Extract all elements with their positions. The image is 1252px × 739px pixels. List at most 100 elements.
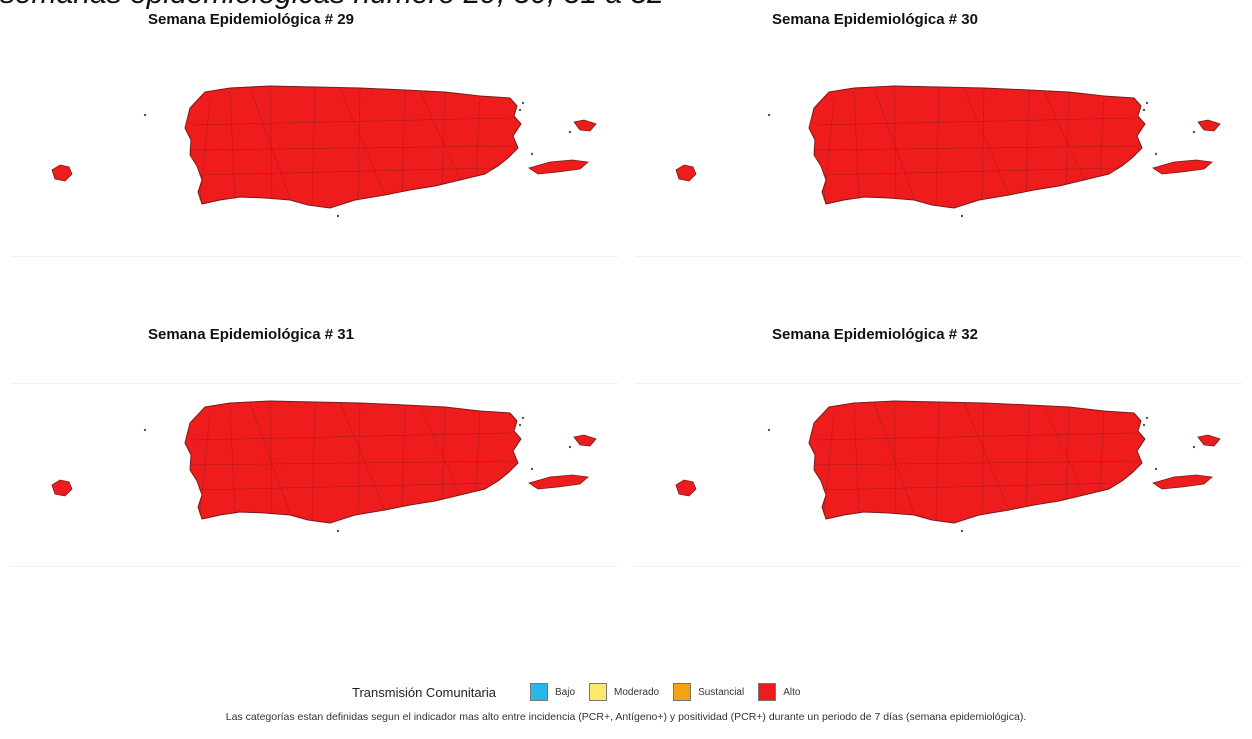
legend-swatch <box>673 683 692 701</box>
islet <box>1192 445 1196 449</box>
legend-item-sustancial: Sustancial <box>673 683 744 701</box>
islet <box>568 130 572 134</box>
legend-swatch <box>758 683 777 701</box>
municipality-border <box>191 432 511 441</box>
municipality-border <box>357 88 361 202</box>
islet <box>530 152 534 156</box>
legend-label: Bajo <box>555 686 576 698</box>
culebra-island <box>573 434 597 447</box>
municipality-border <box>229 404 236 516</box>
municipality-border <box>853 89 860 201</box>
islet <box>518 108 522 112</box>
islet <box>960 214 964 218</box>
culebra-island <box>1197 119 1221 132</box>
vieques-island <box>528 474 589 490</box>
legend-item-bajo: Bajo <box>530 683 575 701</box>
islet <box>1154 152 1158 156</box>
mona-island <box>51 479 73 497</box>
municipality-border <box>401 405 406 507</box>
islet <box>530 467 534 471</box>
panel-divider <box>634 566 1242 567</box>
municipality-border <box>1099 411 1105 492</box>
municipality-border <box>197 482 496 491</box>
municipality-border <box>815 117 1135 126</box>
municipality-border <box>873 402 915 514</box>
islet <box>336 214 340 218</box>
panel-title: Semana Epidemiológica # 30 <box>772 11 978 28</box>
municipality-border <box>893 86 897 199</box>
panel-divider <box>634 383 1242 384</box>
municipality-border <box>821 167 1120 176</box>
main-island <box>184 400 522 524</box>
municipality-border <box>935 87 940 205</box>
legend-label: Alto <box>783 686 801 698</box>
panel-divider <box>10 256 618 257</box>
municipality-border <box>873 87 915 199</box>
main-island <box>184 85 522 209</box>
puerto-rico-map <box>51 85 597 218</box>
legend-swatch <box>589 683 608 701</box>
municipality-border <box>815 432 1135 441</box>
mona-island <box>675 479 697 497</box>
panel-title: Semana Epidemiológica # 31 <box>148 326 354 343</box>
municipality-border <box>1025 405 1030 507</box>
municipality-border <box>475 96 481 177</box>
legend-title: Transmisión Comunitaria <box>352 684 497 700</box>
municipality-border <box>269 86 273 199</box>
municipality-border <box>199 414 211 516</box>
legend-item-moderado: Moderado <box>589 683 659 701</box>
islet <box>568 445 572 449</box>
footnote-caption: Las categorías estan definidas segun el … <box>225 711 1027 723</box>
legend-label: Moderado <box>614 686 660 698</box>
islet <box>521 416 525 420</box>
main-island <box>808 85 1146 209</box>
legend-item-alto: Alto <box>758 683 800 701</box>
municipality-border <box>823 414 835 516</box>
municipality-border <box>229 89 236 201</box>
islet <box>1142 108 1146 112</box>
panel-divider <box>634 256 1242 257</box>
puerto-rico-map <box>675 85 1221 218</box>
islet <box>960 529 964 533</box>
municipality-border <box>441 407 446 501</box>
panel-title: Semana Epidemiológica # 32 <box>772 326 978 343</box>
mona-island <box>675 164 697 182</box>
municipality-border <box>269 401 273 514</box>
municipality-border <box>813 460 1141 466</box>
puerto-rico-map <box>675 400 1221 533</box>
municipality-border <box>893 401 897 514</box>
islet <box>1145 101 1149 105</box>
municipality-border <box>823 99 835 201</box>
legend-label: Sustancial <box>698 686 745 698</box>
municipality-border <box>441 92 446 186</box>
municipality-border <box>981 403 985 517</box>
vieques-island <box>528 159 589 175</box>
municipality-border <box>357 403 361 517</box>
islet <box>518 423 522 427</box>
mona-island <box>51 164 73 182</box>
vieques-island <box>1152 474 1213 490</box>
panel-divider <box>10 566 618 567</box>
municipality-border <box>981 88 985 202</box>
municipality-border <box>419 90 461 181</box>
municipality-border <box>1043 405 1085 496</box>
municipality-border <box>419 405 461 496</box>
municipality-border <box>935 402 940 520</box>
islet <box>1145 416 1149 420</box>
municipality-border <box>1065 407 1070 501</box>
islet <box>1192 130 1196 134</box>
islet <box>1154 467 1158 471</box>
municipality-border <box>401 90 406 192</box>
municipality-border <box>1025 90 1030 192</box>
municipality-border <box>311 402 316 520</box>
vieques-island <box>1152 159 1213 175</box>
cropped-header-text: semanas epidemiológicas número 29, 30, 3… <box>0 0 1252 14</box>
culebra-island <box>573 119 597 132</box>
municipality-border <box>1043 90 1085 181</box>
municipality-border <box>963 87 1010 196</box>
puerto-rico-map <box>51 400 597 533</box>
culebra-island <box>1197 434 1221 447</box>
islet <box>767 428 771 432</box>
municipality-border <box>189 460 517 466</box>
municipality-border <box>189 145 517 151</box>
